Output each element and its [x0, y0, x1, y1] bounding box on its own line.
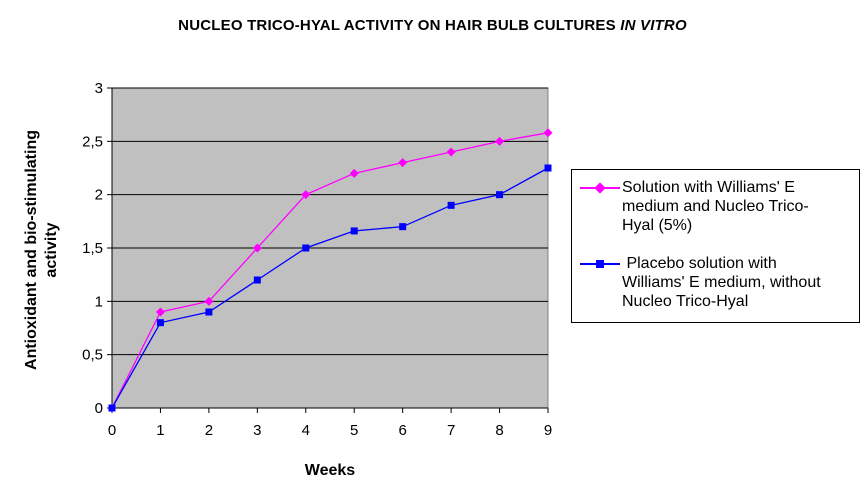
data-point-diamond	[204, 296, 214, 306]
chart-title: NUCLEO TRICO-HYAL ACTIVITY ON HAIR BULB …	[0, 17, 865, 34]
data-point-square	[302, 244, 310, 252]
x-tick-label: 0	[108, 422, 116, 439]
chart-title-italic: IN VITRO	[620, 17, 687, 34]
legend-key-solution	[580, 182, 620, 194]
legend-label-line: Nucleo Trico-Hyal	[622, 293, 749, 310]
series-line-1	[111, 132, 549, 409]
data-point-square	[399, 223, 407, 231]
x-tick-label: 6	[398, 422, 406, 439]
y-axis-title-line1: Antioxidant and bio-stimulating	[23, 130, 40, 370]
x-tick-label: 1	[156, 422, 164, 439]
data-point-diamond	[155, 307, 165, 317]
y-tick-label: 1,5	[82, 240, 103, 257]
y-tick-label: 3	[95, 80, 103, 97]
legend-key-placebo	[580, 260, 620, 268]
legend-diamond-marker	[594, 182, 606, 194]
data-point-diamond	[543, 128, 553, 138]
y-tick-label: 2,5	[82, 133, 103, 150]
legend-label-line: Williams' E medium, without	[622, 274, 821, 291]
x-tick-label: 8	[495, 422, 503, 439]
x-tick-label: 7	[447, 422, 455, 439]
chart-title-text: NUCLEO TRICO-HYAL ACTIVITY ON HAIR BULB …	[178, 17, 616, 34]
data-point-square	[205, 308, 213, 316]
data-point-square	[350, 227, 358, 235]
data-point-square	[544, 164, 552, 172]
data-point-diamond	[398, 158, 408, 168]
data-point-diamond	[446, 147, 456, 157]
x-tick-label: 2	[205, 422, 213, 439]
legend-label-line: medium and Nucleo Trico-	[622, 198, 809, 215]
legend-label-line: Solution with Williams' E	[622, 179, 795, 196]
legend: Solution with Williams' E medium and Nuc…	[571, 169, 860, 323]
data-point-square	[108, 404, 116, 412]
y-axis-title-line2: activity	[43, 222, 60, 277]
y-tick-label: 0	[95, 400, 103, 417]
data-point-diamond	[252, 243, 262, 253]
x-tick-label: 5	[350, 422, 358, 439]
data-point-diamond	[301, 190, 311, 200]
series-line-2	[111, 167, 549, 409]
y-tick-label: 0,5	[82, 347, 103, 364]
x-tick-label: 9	[544, 422, 552, 439]
legend-label-placebo: Placebo solution with Williams' E medium…	[622, 254, 858, 311]
x-tick-label: 4	[302, 422, 310, 439]
data-point-square	[156, 319, 164, 327]
legend-label-solution: Solution with Williams' E medium and Nuc…	[622, 178, 858, 235]
data-point-square	[253, 276, 261, 284]
data-point-square	[496, 191, 504, 199]
legend-label-line: Hyal (5%)	[622, 217, 693, 234]
y-tick-label: 1	[95, 293, 103, 310]
x-axis-title: Weeks	[305, 462, 356, 479]
data-point-diamond	[495, 136, 505, 146]
y-tick-label: 2	[95, 187, 103, 204]
x-tick-label: 3	[253, 422, 261, 439]
data-point-square	[447, 201, 455, 209]
legend-square-marker	[596, 260, 604, 268]
data-point-diamond	[349, 168, 359, 178]
legend-label-line: Placebo solution with	[622, 255, 777, 272]
